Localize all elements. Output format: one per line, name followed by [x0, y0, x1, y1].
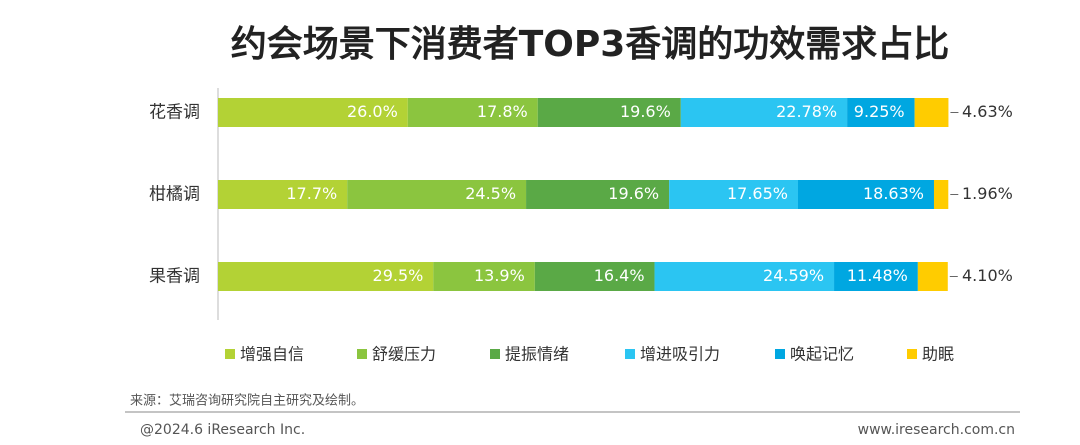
legend-label: 助眠 — [922, 345, 954, 364]
bar-segment — [669, 180, 798, 209]
legend-swatch — [625, 349, 635, 359]
value-label: 9.25% — [854, 102, 905, 121]
bar-segment — [933, 180, 949, 209]
value-label: 19.6% — [620, 102, 671, 121]
legend-swatch — [357, 349, 367, 359]
bar-segment — [917, 262, 948, 291]
value-label: 13.9% — [474, 266, 525, 285]
value-label: 22.78% — [776, 102, 837, 121]
bar-segment — [797, 180, 934, 209]
legend-label: 增进吸引力 — [640, 345, 720, 364]
bar-segment — [680, 98, 848, 127]
legend-label: 增强自信 — [240, 345, 304, 364]
source: 来源：艾瑞咨询研究院自主研究及绘制。 — [130, 394, 364, 409]
value-label: 16.4% — [594, 266, 645, 285]
copyright: @2024.6 iResearch Inc. — [140, 422, 305, 438]
bar-segment — [534, 262, 655, 291]
value-label: 4.10% — [962, 266, 1013, 285]
bar-segment — [433, 262, 535, 291]
legend-label: 唤起记忆 — [790, 345, 854, 364]
bar-segment — [654, 262, 835, 291]
value-label: 1.96% — [962, 184, 1013, 203]
bar-segment — [834, 262, 918, 291]
bar-segment — [218, 262, 434, 291]
value-label: 24.5% — [465, 184, 516, 203]
legend-label: 舒缓压力 — [372, 345, 436, 364]
value-label: 17.7% — [286, 184, 337, 203]
value-label: 11.48% — [847, 266, 908, 285]
legend-swatch — [775, 349, 785, 359]
bar-segment — [847, 98, 915, 127]
legend-swatch — [490, 349, 500, 359]
y-tick-label: 果香调 — [149, 267, 200, 287]
legend-swatch — [907, 349, 917, 359]
bar-segment — [407, 98, 538, 127]
legend-label: 提振情绪 — [505, 345, 569, 364]
value-label: 17.65% — [727, 184, 788, 203]
y-tick-label: 柑橘调 — [149, 185, 200, 205]
value-label: 17.8% — [477, 102, 528, 121]
value-label: 29.5% — [373, 266, 424, 285]
bar-segment — [347, 180, 527, 209]
value-label: 4.63% — [962, 102, 1013, 121]
value-label: 19.6% — [608, 184, 659, 203]
bar-segment — [914, 98, 949, 127]
y-tick-label: 花香调 — [149, 103, 200, 123]
bar-segment — [526, 180, 670, 209]
bar-segment — [218, 180, 348, 209]
value-label: 24.59% — [763, 266, 824, 285]
bar-segment — [218, 98, 408, 127]
value-label: 26.0% — [347, 102, 398, 121]
chart-title: 约会场景下消费者TOP3香调的功效需求占比 — [231, 24, 950, 65]
bar-segment — [537, 98, 681, 127]
legend-swatch — [225, 349, 235, 359]
website: www.iresearch.com.cn — [858, 422, 1015, 438]
value-label: 18.63% — [863, 184, 924, 203]
